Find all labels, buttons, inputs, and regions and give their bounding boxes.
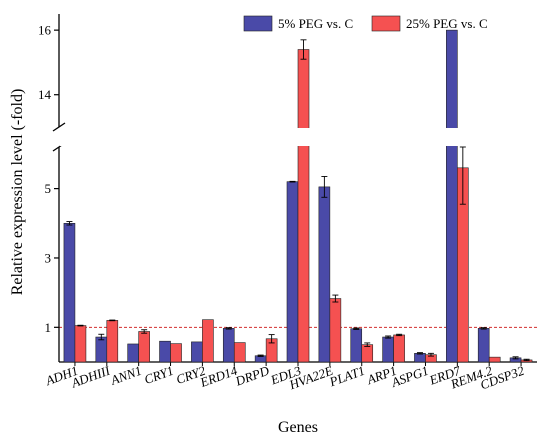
y-tick-label: 14 (38, 87, 52, 102)
bars (60, 29, 537, 363)
bar-peg5-aspg1 (414, 353, 426, 363)
bar-peg5-rem4-2 (477, 328, 490, 363)
legend: 5% PEG vs. C 25% PEG vs. C (243, 15, 488, 32)
bar-peg5-erd7 (446, 29, 458, 363)
bar-peg5-adhiii (95, 336, 108, 363)
x-axis-title: Genes (278, 419, 318, 436)
bar-peg25-cry2 (202, 319, 214, 363)
x-tick-label-ann1: ANN1 (108, 363, 144, 388)
bar-peg5-cry1 (159, 340, 171, 363)
axis-break-gap (60, 128, 537, 146)
bar-peg5-hva22e (318, 186, 331, 363)
bar-peg5-ann1 (127, 343, 139, 363)
bar-peg25-ann1 (138, 331, 150, 363)
bar-peg25-adhiii (106, 320, 119, 363)
bar-peg5-arp1 (382, 336, 394, 363)
x-tick-label-drpd: DRPD (233, 363, 272, 390)
y-tick-label: 16 (38, 23, 52, 38)
legend-swatch-peg25 (371, 15, 401, 32)
legend-label-peg5: 5% PEG vs. C (278, 16, 353, 31)
bar-peg25-arp1 (393, 334, 405, 363)
bar-peg5-adh1 (63, 222, 76, 363)
bar-peg25-cry1 (170, 343, 182, 363)
bar-peg25-rem4-2 (488, 356, 501, 363)
bar-peg25-plat1 (361, 344, 374, 363)
x-tick-label-plat1: PLAT1 (327, 363, 367, 390)
y-tick-label: 3 (45, 250, 52, 265)
legend-swatch-peg5 (243, 15, 273, 32)
bar-peg25-edl3 (297, 49, 310, 363)
bar-peg5-cry2 (191, 341, 203, 363)
bar-peg25-hva22e (329, 298, 342, 363)
bar-peg5-plat1 (350, 328, 363, 363)
bar-peg5-edl3 (286, 181, 299, 363)
bar-peg5-erd14 (222, 328, 235, 363)
y-tick-label: 5 (45, 181, 52, 196)
bar-peg25-erd14 (233, 342, 246, 363)
y-tick-label: 1 (45, 320, 52, 335)
legend-label-peg25: 25% PEG vs. C (406, 16, 488, 31)
bar-peg25-adh1 (74, 325, 87, 363)
axis-break-mark (52, 122, 66, 132)
x-tick-label-cry1: CRY1 (142, 363, 175, 387)
y-axis-title: Relative expression level (-fold) (9, 89, 26, 296)
